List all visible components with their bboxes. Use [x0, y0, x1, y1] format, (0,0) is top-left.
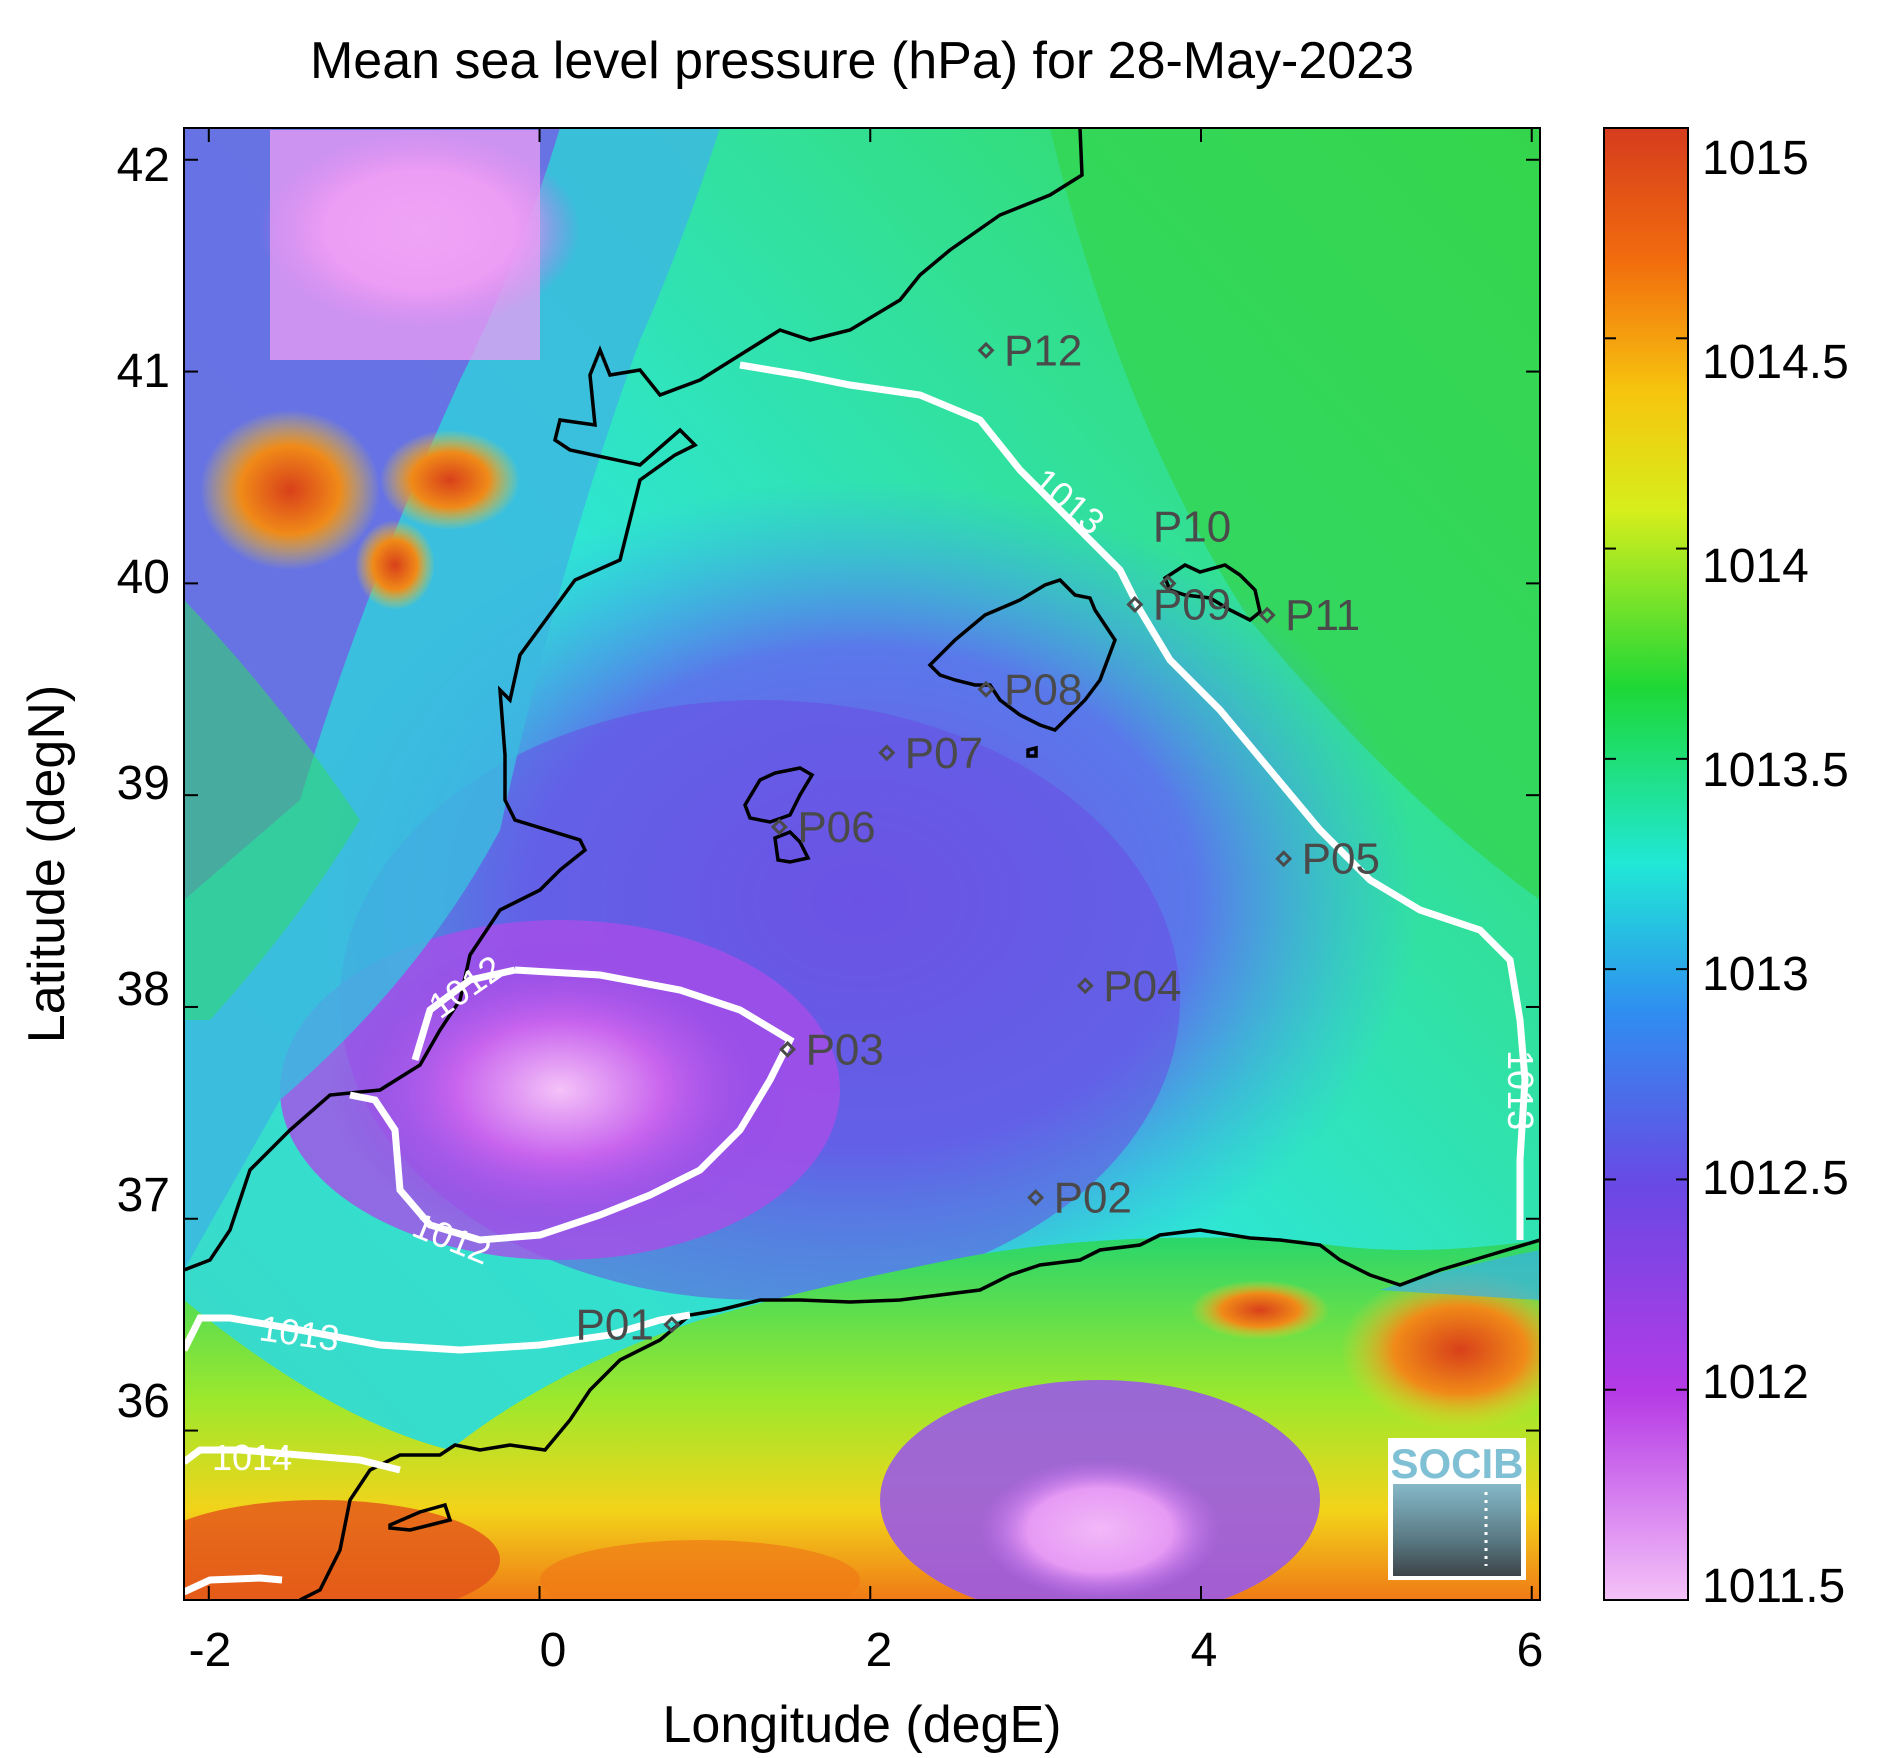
x-axis-label: Longitude (degE) [663, 1696, 1062, 1754]
colorbar: 1015 1014.5 1014 1013.5 1013 1012.5 1012… [1603, 127, 1849, 1613]
station-label: P10 [1153, 502, 1231, 551]
station-label: P08 [1004, 665, 1082, 714]
y-axis-label: Latitude (degN) [18, 685, 76, 1043]
formentera-island [773, 829, 811, 864]
north-african-coast [299, 1228, 1540, 1600]
station-marker [878, 744, 896, 762]
contour-label-1013-east: 1013 [1500, 1050, 1541, 1130]
contour-1013-south [184, 1311, 691, 1354]
station-marker [770, 818, 788, 836]
chart-title: Mean sea level pressure (hPa) for 28-May… [310, 32, 1414, 90]
y-tick-label: 41 [117, 345, 170, 398]
contour-label-1014-south: 1014 [212, 1437, 292, 1478]
colorbar-tick-label: 1014 [1702, 540, 1809, 593]
ibiza-island [743, 766, 815, 824]
station-marker [779, 1040, 797, 1058]
socib-logo: SOCIB [1388, 1438, 1526, 1580]
x-tick-label: -2 [189, 1624, 232, 1677]
x-tick-label: 6 [1517, 1624, 1544, 1677]
map-frame [183, 127, 1541, 1601]
station-marker [1159, 574, 1177, 592]
station-marker [977, 341, 995, 359]
colorbar-tick-label: 1015 [1702, 132, 1809, 185]
x-tick-label: 0 [540, 1624, 567, 1677]
x-tick-label: 4 [1191, 1624, 1218, 1677]
pressure-field [184, 128, 1540, 1600]
station-marker [1027, 1189, 1045, 1207]
station-label: P03 [806, 1025, 884, 1074]
station-marker [1076, 977, 1094, 995]
colorbar-gradient [1603, 127, 1689, 1601]
pressure-contours [184, 361, 1529, 1596]
y-tick-label: 39 [117, 757, 170, 810]
y-tick-label: 40 [117, 551, 170, 604]
station-label: P07 [905, 729, 983, 778]
station-label: P04 [1103, 962, 1181, 1011]
x-tick-label: 2 [866, 1624, 893, 1677]
x-tick-labels: -2 0 2 4 6 [189, 1624, 1544, 1677]
y-tick-labels: 42 41 40 39 38 37 36 [117, 139, 170, 1428]
colorbar-tick-label: 1012 [1702, 1356, 1809, 1409]
station-label: P02 [1054, 1174, 1132, 1223]
contour-1012-low [349, 966, 795, 1244]
alboran-island [388, 1502, 453, 1532]
y-tick-label: 37 [117, 1169, 170, 1222]
colorbar-tick-label: 1012.5 [1702, 1152, 1849, 1205]
station-marker [1126, 596, 1144, 614]
colorbar-tick-label: 1013.5 [1702, 744, 1849, 797]
colorbar-tick-label: 1014.5 [1702, 336, 1849, 389]
contour-1013-central [739, 361, 1529, 1240]
station-marker [977, 680, 995, 698]
y-tick-label: 38 [117, 963, 170, 1016]
station-label: P06 [797, 803, 875, 852]
iberian-coast [184, 128, 1084, 1272]
station-label: P11 [1285, 591, 1360, 640]
station-label: P05 [1302, 835, 1380, 884]
station-marker [663, 1316, 681, 1334]
station-marker [1275, 850, 1293, 868]
menorca-island [1162, 563, 1262, 623]
colorbar-tick-label: 1011.5 [1702, 1560, 1845, 1613]
station-label: P01 [576, 1301, 654, 1350]
station-marker [1258, 606, 1276, 624]
contour-1014-south [184, 1446, 401, 1474]
y-tick-label: 42 [117, 139, 170, 192]
station-label: P12 [1004, 326, 1082, 375]
socib-logo-text: SOCIB [1390, 1440, 1523, 1487]
cabrera-island [1026, 745, 1038, 758]
contour-1015-corner [184, 1574, 283, 1596]
colorbar-tick-label: 1013 [1702, 948, 1809, 1001]
axis-ticks [184, 128, 1540, 1600]
y-tick-label: 36 [117, 1375, 170, 1428]
